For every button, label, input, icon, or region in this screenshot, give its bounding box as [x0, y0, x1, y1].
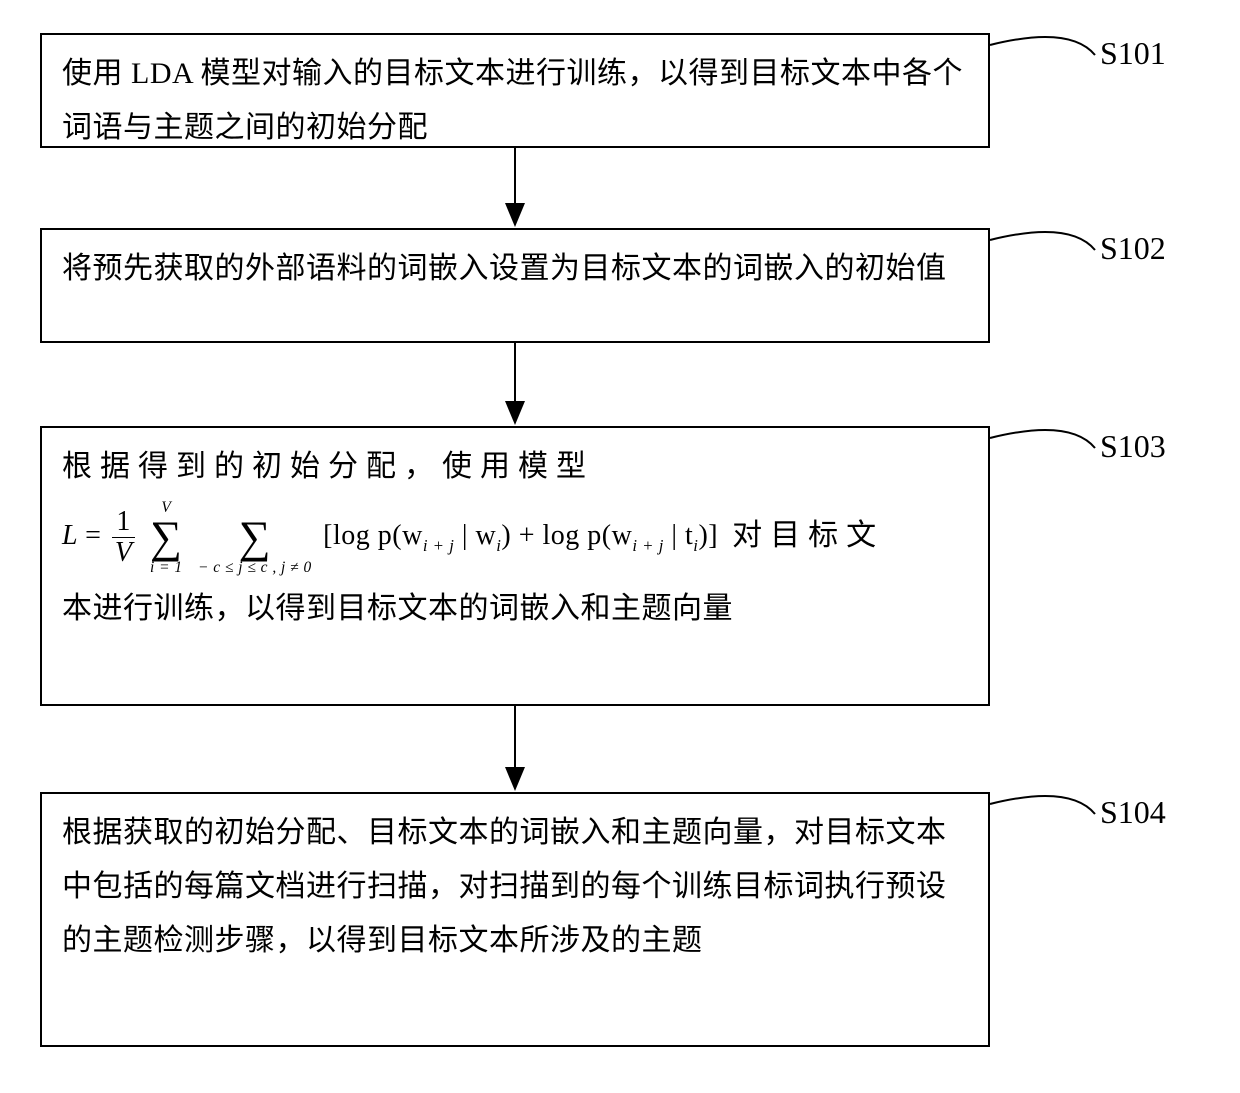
- step-label-s103: S103: [1100, 428, 1166, 465]
- term1-end: ): [501, 520, 511, 551]
- sigma-2: ∑: [198, 515, 312, 560]
- frac-den: V: [112, 538, 136, 569]
- bracket-close: ]: [708, 520, 718, 551]
- sum-2: ∑ − c ≤ j ≤ c , j ≠ 0: [198, 500, 312, 576]
- term2-end: ): [698, 520, 708, 551]
- formula-frac: 1 V: [112, 507, 136, 570]
- step-label-s101: S101: [1100, 35, 1166, 72]
- term1-mid: | w: [454, 520, 496, 551]
- connector-4: [990, 796, 1095, 814]
- step-box-s104: 根据获取的初始分配、目标文本的词嵌入和主题向量，对目标文本中包括的每篇文档进行扫…: [40, 792, 990, 1047]
- step-text-pre: 根据得到的初始分配，使用模型: [62, 440, 968, 494]
- step-box-s103: 根据得到的初始分配，使用模型 L = 1 V V ∑ i = 1 ∑ − c ≤…: [40, 426, 990, 706]
- formula: L = 1 V V ∑ i = 1 ∑ − c ≤ j ≤ c , j ≠ 0 …: [62, 500, 718, 576]
- term2-mid: | t: [664, 520, 693, 551]
- step-text: 使用 LDA 模型对输入的目标文本进行训练，以得到目标文本中各个词语与主题之间的…: [62, 57, 963, 144]
- term1a: log p(w: [333, 520, 423, 551]
- sum2-lower: − c ≤ j ≤ c , j ≠ 0: [198, 560, 312, 575]
- step-label-s102: S102: [1100, 230, 1166, 267]
- sum1-lower: i = 1: [150, 560, 183, 575]
- plus: +: [511, 520, 542, 551]
- bracket-open: [: [323, 520, 333, 551]
- equals: =: [85, 520, 109, 551]
- step-text-post-a: 对目标文: [732, 519, 884, 552]
- formula-row: L = 1 V V ∑ i = 1 ∑ − c ≤ j ≤ c , j ≠ 0 …: [62, 500, 968, 576]
- term2-sub1: i + j: [632, 536, 664, 555]
- frac-num: 1: [112, 507, 136, 539]
- flowchart-canvas: 使用 LDA 模型对输入的目标文本进行训练，以得到目标文本中各个词语与主题之间的…: [0, 0, 1240, 1093]
- step-text: 将预先获取的外部语料的词嵌入设置为目标文本的词嵌入的初始值: [62, 252, 947, 285]
- term1-sub1: i + j: [423, 536, 455, 555]
- connector-3: [990, 430, 1095, 448]
- connector-1: [990, 37, 1095, 55]
- step-text: 根据获取的初始分配、目标文本的词嵌入和主题向量，对目标文本中包括的每篇文档进行扫…: [62, 816, 947, 957]
- step-text-post-b: 本进行训练，以得到目标文本的词嵌入和主题向量: [62, 582, 968, 636]
- formula-lhs: L: [62, 520, 78, 551]
- step-box-s102: 将预先获取的外部语料的词嵌入设置为目标文本的词嵌入的初始值: [40, 228, 990, 343]
- sum-1: V ∑ i = 1: [150, 500, 183, 576]
- connector-2: [990, 232, 1095, 250]
- step-box-s101: 使用 LDA 模型对输入的目标文本进行训练，以得到目标文本中各个词语与主题之间的…: [40, 33, 990, 148]
- step-label-s104: S104: [1100, 794, 1166, 831]
- term2a: log p(w: [543, 520, 633, 551]
- sigma-1: ∑: [150, 515, 183, 560]
